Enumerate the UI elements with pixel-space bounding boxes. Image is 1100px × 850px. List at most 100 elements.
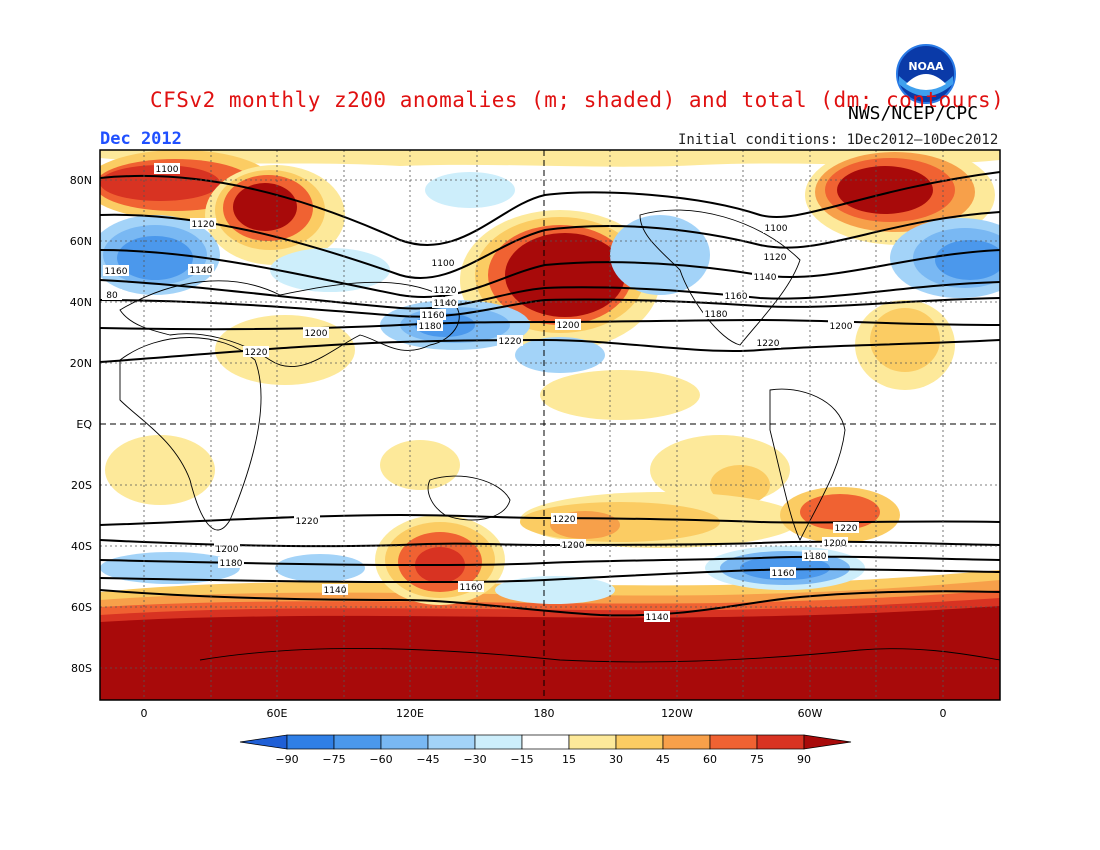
contour-label: 1200 bbox=[822, 537, 848, 549]
colorbar-label: −90 bbox=[275, 753, 298, 766]
colorbar-label: −15 bbox=[510, 753, 533, 766]
colorbar-segment bbox=[474, 734, 523, 750]
contour-label: 1160 bbox=[458, 581, 484, 593]
contour-label: 1100 bbox=[154, 163, 180, 175]
colorbar-label: 75 bbox=[750, 753, 764, 766]
noaa-logo: NOAA bbox=[896, 44, 956, 104]
noaa-logo-text: NOAA bbox=[908, 60, 944, 73]
colorbar-label: 60 bbox=[703, 753, 717, 766]
contour-label: 1140 bbox=[644, 611, 670, 623]
svg-text:1200: 1200 bbox=[824, 539, 847, 549]
colorbar-label: −75 bbox=[322, 753, 345, 766]
svg-text:1180: 1180 bbox=[419, 322, 442, 332]
lat-label: 60S bbox=[71, 601, 92, 614]
agency-label: NWS/NCEP/CPC bbox=[848, 103, 979, 124]
lat-axis-labels: 80N 60N 40N 20N EQ 20S 40S 60S 80S bbox=[70, 174, 93, 675]
contour-label: 1220 bbox=[497, 335, 523, 347]
svg-text:1120: 1120 bbox=[192, 220, 215, 230]
contour-label: 1140 bbox=[752, 271, 778, 283]
colorbar-label: 15 bbox=[562, 753, 576, 766]
contour-label: 1200 bbox=[303, 327, 329, 339]
colorbar-segment bbox=[521, 734, 570, 750]
contour-label: 1200 bbox=[555, 319, 581, 331]
colorbar-label: 90 bbox=[797, 753, 811, 766]
svg-text:1100: 1100 bbox=[432, 259, 455, 269]
svg-text:1100: 1100 bbox=[156, 165, 179, 175]
lon-label: 0 bbox=[141, 707, 148, 720]
contour-label: 1200 bbox=[214, 543, 240, 555]
svg-text:1200: 1200 bbox=[830, 322, 853, 332]
svg-text:1180: 1180 bbox=[220, 559, 243, 569]
contour-label: 1160 bbox=[723, 290, 749, 302]
contour-label: 1120 bbox=[190, 218, 216, 230]
lat-label: EQ bbox=[76, 418, 92, 431]
colorbar-segment bbox=[756, 734, 805, 750]
colorbar-label: 30 bbox=[609, 753, 623, 766]
contour-label: 1220 bbox=[551, 513, 577, 525]
contour-label: 1200 bbox=[828, 320, 854, 332]
lat-label: 40N bbox=[70, 296, 92, 309]
lat-label: 20S bbox=[71, 479, 92, 492]
lon-label: 60E bbox=[267, 707, 288, 720]
colorbar-segment bbox=[333, 734, 382, 750]
map-frame bbox=[99, 149, 1001, 701]
colorbar-segment bbox=[662, 734, 711, 750]
contour-label: 1180 bbox=[218, 557, 244, 569]
contour-label: 1160 bbox=[103, 265, 129, 277]
svg-text:1220: 1220 bbox=[835, 524, 858, 534]
contour-label: 1120 bbox=[762, 251, 788, 263]
svg-text:1220: 1220 bbox=[499, 337, 522, 347]
contour-label: 1100 bbox=[763, 222, 789, 234]
height-contours bbox=[100, 171, 1000, 617]
initial-conditions: Initial conditions: 1Dec2012–10Dec2012 bbox=[678, 132, 999, 148]
lon-label: 120E bbox=[396, 707, 424, 720]
svg-text:1140: 1140 bbox=[646, 613, 669, 623]
svg-text:1160: 1160 bbox=[460, 583, 483, 593]
contour-label: 1160 bbox=[420, 309, 446, 321]
svg-text:1160: 1160 bbox=[422, 311, 445, 321]
colorbar-segment bbox=[615, 734, 664, 750]
lat-label: 40S bbox=[71, 540, 92, 553]
contour-labels: 1100 1100 1120 1120 1120 1140 1140 1140 … bbox=[102, 163, 859, 623]
lat-label: 80S bbox=[71, 662, 92, 675]
contour-label: 80 bbox=[102, 289, 122, 301]
colorbar: −90 −75 −60 −45 −30 −15 15 30 45 60 75 90 bbox=[239, 734, 852, 766]
lon-label: 180 bbox=[534, 707, 555, 720]
svg-text:1220: 1220 bbox=[757, 339, 780, 349]
lat-label: 80N bbox=[70, 174, 92, 187]
svg-text:1220: 1220 bbox=[245, 348, 268, 358]
svg-text:80: 80 bbox=[106, 291, 118, 301]
contour-label: 1140 bbox=[322, 584, 348, 596]
svg-text:1160: 1160 bbox=[105, 267, 128, 277]
svg-text:1140: 1140 bbox=[434, 299, 457, 309]
svg-text:1220: 1220 bbox=[553, 515, 576, 525]
lon-label: 0 bbox=[940, 707, 947, 720]
contour-label: 1220 bbox=[294, 515, 320, 527]
valid-period: Dec 2012 bbox=[100, 129, 182, 149]
contour-label: 1220 bbox=[755, 337, 781, 349]
svg-text:1200: 1200 bbox=[305, 329, 328, 339]
contour-label: 1140 bbox=[188, 264, 214, 276]
svg-text:1180: 1180 bbox=[705, 310, 728, 320]
colorbar-segment bbox=[427, 734, 476, 750]
colorbar-segment bbox=[709, 734, 758, 750]
svg-text:1120: 1120 bbox=[764, 253, 787, 263]
lat-label: 60N bbox=[70, 235, 92, 248]
svg-text:1200: 1200 bbox=[562, 541, 585, 551]
svg-text:1160: 1160 bbox=[725, 292, 748, 302]
contour-label: 1200 bbox=[560, 539, 586, 551]
svg-text:1200: 1200 bbox=[557, 321, 580, 331]
svg-text:1160: 1160 bbox=[772, 569, 795, 579]
svg-text:1220: 1220 bbox=[296, 517, 319, 527]
svg-text:1100: 1100 bbox=[765, 224, 788, 234]
svg-text:1140: 1140 bbox=[190, 266, 213, 276]
contour-label: 1160 bbox=[770, 567, 796, 579]
contour-label: 1180 bbox=[802, 550, 828, 562]
colorbar-label: −45 bbox=[416, 753, 439, 766]
contour-label: 1140 bbox=[432, 297, 458, 309]
colorbar-low-arrow bbox=[239, 734, 288, 750]
lon-axis-labels: 0 60E 120E 180 120W 60W 0 bbox=[141, 707, 947, 720]
contour-label: 1120 bbox=[432, 284, 458, 296]
lon-label: 120W bbox=[661, 707, 693, 720]
